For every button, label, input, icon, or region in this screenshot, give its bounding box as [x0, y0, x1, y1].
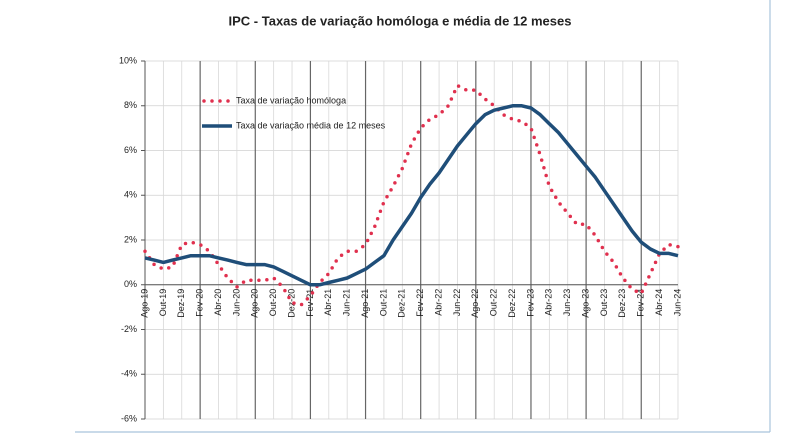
x-tick-label: Abr-23 — [544, 289, 554, 316]
x-tick-label: Fev-21 — [305, 289, 315, 317]
x-tick-label: Fev-23 — [525, 289, 535, 317]
x-tick-label: Abr-22 — [433, 289, 443, 316]
x-tick-label: Abr-24 — [654, 289, 664, 316]
y-tick-label: 8% — [124, 100, 137, 110]
x-tick-label: Fev-24 — [636, 289, 646, 317]
x-tick-label: Abr-21 — [323, 289, 333, 316]
x-tick-label: Ago-20 — [250, 289, 260, 318]
series-line — [144, 104, 679, 287]
x-tick-label: Dez-20 — [286, 289, 296, 318]
legend-label: Taxa de variação média de 12 meses — [236, 120, 386, 130]
x-tick-label: Dez-21 — [397, 289, 407, 318]
x-tick-label: Out-22 — [489, 289, 499, 317]
legend-label: Taxa de variação homóloga — [236, 95, 346, 105]
x-tick-label: Fev-20 — [195, 289, 205, 317]
x-tick-label: Abr-20 — [213, 289, 223, 316]
x-tick-label: Dez-23 — [617, 289, 627, 318]
x-tick-label: Jun-23 — [562, 289, 572, 317]
y-tick-label: -2% — [121, 324, 137, 334]
x-tick-label: Out-19 — [158, 289, 168, 317]
x-tick-label: Dez-22 — [507, 289, 517, 318]
x-tick-label: Jun-24 — [672, 289, 682, 317]
y-tick-label: 10% — [119, 55, 137, 65]
x-tick-label: Jun-21 — [342, 289, 352, 317]
series-line — [143, 83, 680, 307]
x-tick-label: Ago-23 — [580, 289, 590, 318]
y-tick-label: -6% — [121, 413, 137, 423]
x-tick-label: Out-21 — [378, 289, 388, 317]
x-tick-label: Jun-20 — [231, 289, 241, 317]
x-tick-label: Ago-19 — [139, 289, 149, 318]
y-tick-label: 4% — [124, 190, 137, 200]
x-tick-label: Jun-22 — [452, 289, 462, 317]
x-tick-label: Out-20 — [268, 289, 278, 317]
x-tick-label: Ago-22 — [470, 289, 480, 318]
x-tick-label: Fev-22 — [415, 289, 425, 317]
y-tick-label: 0% — [124, 279, 137, 289]
y-tick-label: -4% — [121, 369, 137, 379]
x-tick-label: Out-23 — [599, 289, 609, 317]
chart-title: IPC - Taxas de variação homóloga e média… — [229, 13, 572, 28]
x-tick-label: Dez-19 — [176, 289, 186, 318]
y-tick-label: 6% — [124, 145, 137, 155]
x-tick-label: Ago-21 — [360, 289, 370, 318]
y-tick-label: 2% — [124, 234, 137, 244]
